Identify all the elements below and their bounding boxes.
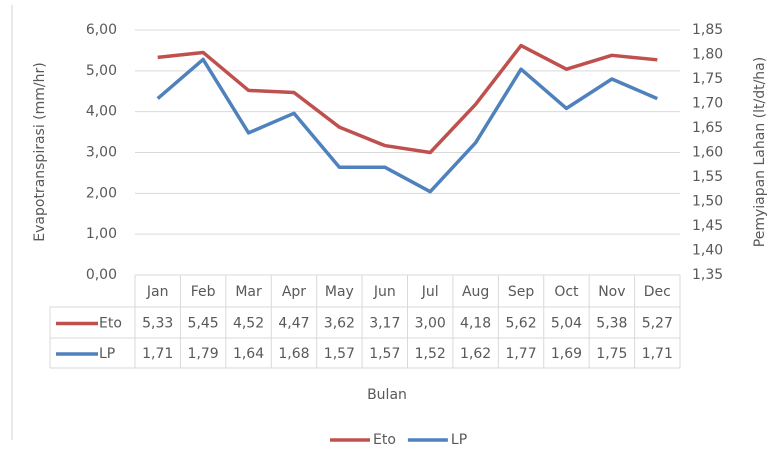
table-value: 5,04 [551,316,582,332]
y-tick-label: 6,00 [86,22,117,38]
y-tick-label: 1,00 [86,226,117,242]
table-value: 3,62 [324,316,355,332]
table-value: 5,33 [142,316,173,332]
y2-tick-label: 1,45 [692,218,723,234]
x-tick-label: Feb [191,284,216,300]
table-value: 1,57 [369,346,400,362]
table-value: 1,52 [415,346,446,362]
table-value: 1,79 [188,346,219,362]
y2-tick-label: 1,35 [692,267,723,283]
table-value: 4,52 [233,316,264,332]
x-tick-label: Jul [421,284,439,300]
table-value: 1,75 [596,346,627,362]
x-tick-label: Mar [235,284,262,300]
y-tick-label: 2,00 [86,185,117,201]
series-line [157,43,658,155]
x-tick-label: Sep [508,284,535,300]
table-legend-label: Eto [99,316,122,332]
table-value: 5,27 [642,316,673,332]
y-tick-label: 3,00 [86,145,117,161]
x-tick-label: May [325,284,354,300]
y2-tick-label: 1,50 [692,194,723,210]
y2-axis-title: Pemyiapan Lahan (lt/dt/ha) [752,57,768,247]
y2-tick-label: 1,60 [692,145,723,161]
table-legend-label: LP [99,346,115,362]
table-value: 1,68 [278,346,309,362]
x-tick-label: Dec [644,284,671,300]
y2-tick-label: 1,40 [692,243,723,259]
y2-tick-label: 1,65 [692,120,723,136]
table-value: 1,64 [233,346,264,362]
y-axis-title: Evapotranspirasi (mm/hr) [32,62,48,241]
table-value: 1,62 [460,346,491,362]
legend-label: LP [451,432,467,448]
table-value: 1,69 [551,346,582,362]
x-axis-title: Bulan [367,387,407,403]
x-tick-label: Jun [373,284,396,300]
y2-tick-label: 1,85 [692,22,723,38]
x-tick-label: Apr [282,284,306,300]
table-value: 4,47 [278,316,309,332]
y2-tick-label: 1,70 [692,96,723,112]
y-tick-label: 0,00 [86,267,117,283]
y-tick-label: 5,00 [86,63,117,79]
table-value: 5,62 [505,316,536,332]
table-value: 5,38 [596,316,627,332]
table-value: 3,00 [415,316,446,332]
y2-tick-label: 1,80 [692,47,723,63]
y-tick-label: 4,00 [86,104,117,120]
table-value: 1,77 [505,346,536,362]
table-value: 1,71 [142,346,173,362]
x-tick-label: Aug [462,284,489,300]
y2-tick-label: 1,75 [692,71,723,87]
table-value: 4,18 [460,316,491,332]
x-tick-label: Nov [598,284,625,300]
table-value: 3,17 [369,316,400,332]
x-tick-label: Jan [146,284,169,300]
y2-tick-label: 1,55 [692,169,723,185]
table-value: 1,71 [642,346,673,362]
series-line [156,57,658,194]
table-value: 5,45 [188,316,219,332]
legend-label: Eto [373,432,396,448]
x-tick-label: Oct [554,284,579,300]
table-value: 1,57 [324,346,355,362]
